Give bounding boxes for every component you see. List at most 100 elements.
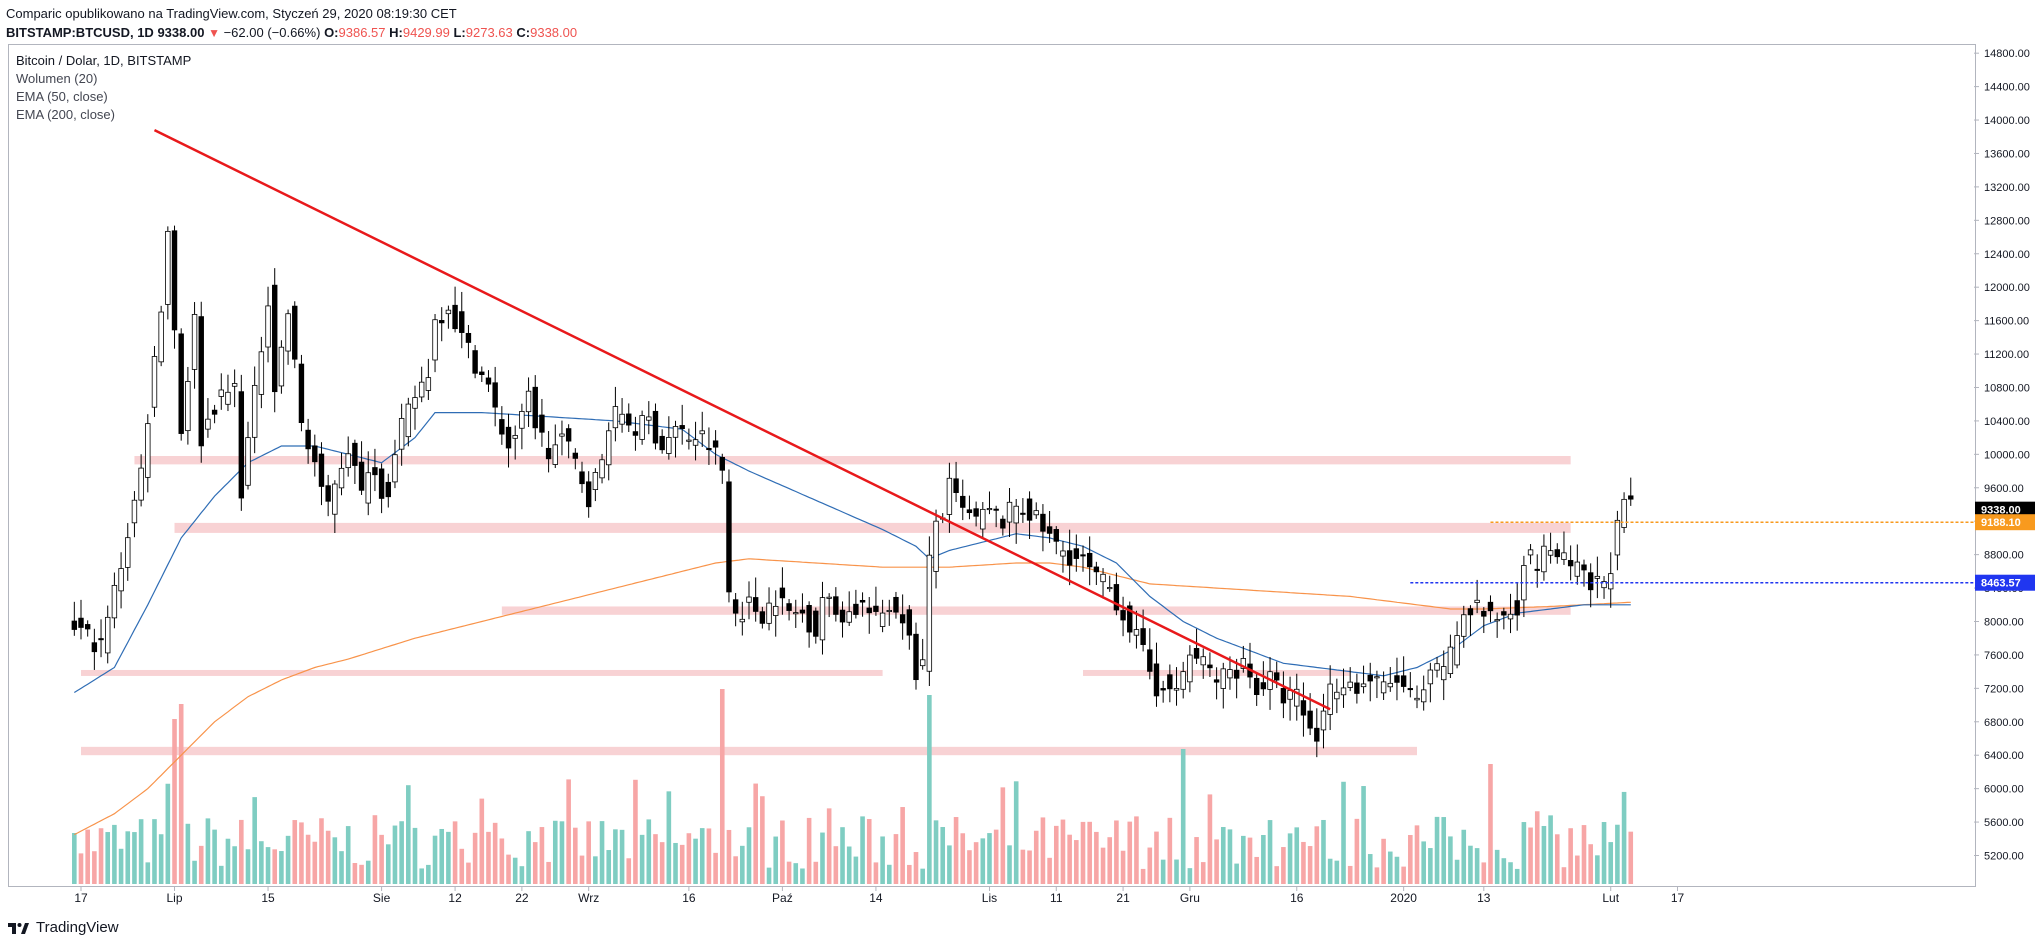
volume-bar: [1020, 849, 1026, 884]
volume-bar: [292, 820, 298, 884]
candle-down: [305, 429, 311, 450]
y-tick-label: 9600.00: [1984, 483, 2024, 495]
candle-up: [1320, 710, 1327, 731]
candle-up: [1220, 668, 1226, 689]
candle-down: [913, 633, 919, 681]
x-tick-label: 11: [1050, 891, 1063, 905]
volume-bar: [178, 704, 184, 884]
candle-up: [773, 605, 779, 616]
candle-up: [1434, 663, 1440, 671]
volume-bar: [1554, 834, 1560, 884]
candle-down: [1127, 605, 1133, 633]
volume-bar: [259, 841, 264, 884]
y-tick-label: 6400.00: [1984, 750, 2024, 762]
volume-bar: [940, 827, 946, 884]
price-label-text: 8463.57: [1981, 578, 2021, 590]
candle-up: [1574, 561, 1581, 577]
price-label-badge: [1975, 574, 2035, 591]
x-tick-label: 21: [1116, 891, 1130, 905]
volume-bar: [459, 848, 465, 884]
open-label: O:: [324, 25, 339, 40]
candle-up: [1187, 654, 1193, 683]
candle-down: [1394, 675, 1400, 683]
volume-bar: [412, 827, 418, 884]
candle-up: [1227, 669, 1233, 679]
candle-up: [666, 437, 672, 454]
chart-frame: [8, 44, 1976, 887]
candle-down: [312, 445, 318, 463]
candle-down: [893, 596, 899, 613]
volume-bar: [1501, 858, 1507, 884]
candle-down: [706, 448, 712, 451]
candle-up: [151, 356, 158, 408]
candle-up: [1294, 688, 1300, 707]
candle-down: [98, 638, 104, 641]
volume-bar: [927, 695, 932, 884]
candle-up: [1494, 619, 1500, 622]
candle-up: [1608, 573, 1614, 590]
candle-up: [1374, 676, 1380, 679]
volume-bar: [299, 822, 304, 884]
volume-bar: [1107, 837, 1113, 884]
y-tick-label: 7200.00: [1984, 683, 2024, 695]
candle-down: [759, 611, 766, 624]
candle-down: [1160, 688, 1166, 691]
candle-up: [692, 439, 699, 446]
volume-bar: [512, 857, 518, 884]
volume-bar: [1200, 862, 1206, 884]
candle-up: [933, 520, 939, 572]
x-tick-label: 17: [1671, 891, 1685, 905]
volume-bar: [312, 841, 318, 884]
candle-down: [1046, 526, 1053, 534]
volume-bar: [152, 819, 157, 884]
volume-bar: [713, 852, 718, 884]
y-tick-label: 7600.00: [1984, 650, 2024, 662]
price-label-badge: [1975, 501, 2035, 518]
volume-bar: [1428, 848, 1433, 884]
candle-down: [1193, 648, 1200, 659]
volume-bar: [833, 846, 839, 884]
volume-bar: [626, 858, 632, 884]
candle-down: [1407, 688, 1414, 691]
tradingview-brand[interactable]: TradingView: [8, 919, 119, 936]
candle-down: [1581, 564, 1587, 571]
volume-bar: [1294, 827, 1300, 884]
volume-bar: [118, 848, 124, 884]
x-tick-label: 14: [869, 891, 883, 905]
tradingview-logo-icon: [8, 921, 30, 935]
volume-bar: [800, 868, 805, 884]
candle-down: [799, 609, 806, 614]
candle-down: [906, 609, 913, 636]
volume-bar: [826, 808, 832, 884]
candle-down: [1554, 549, 1560, 558]
volume-bar: [913, 852, 919, 884]
volume-bar: [599, 821, 605, 884]
y-tick-label: 10800.00: [1984, 382, 2030, 394]
volume-bar: [1100, 847, 1106, 884]
support-zone-0: [134, 456, 1571, 465]
candle-down: [973, 508, 979, 517]
price-label-text: 9188.10: [1981, 517, 2021, 529]
candle-up: [525, 390, 532, 413]
volume-bar: [813, 861, 819, 884]
volume-bar: [1127, 821, 1133, 884]
candle-down: [1233, 669, 1240, 679]
candle-up: [980, 508, 986, 530]
volume-bar: [1374, 867, 1380, 884]
volume-bar: [1147, 847, 1153, 884]
y-tick-label: 12800.00: [1984, 215, 2030, 227]
volume-bar: [1120, 850, 1126, 884]
volume-bar: [606, 850, 612, 884]
candle-up: [1287, 690, 1293, 700]
volume-bar: [486, 831, 491, 884]
volume-bar: [760, 796, 765, 884]
volume-bar: [1194, 837, 1199, 884]
volume-bar: [693, 838, 698, 884]
volume-bar: [245, 849, 251, 884]
volume-bar: [105, 832, 111, 884]
candle-down: [78, 617, 84, 628]
volume-bar: [1448, 836, 1453, 884]
candle-up: [1447, 646, 1454, 675]
descending-trendline: [153, 128, 1331, 711]
